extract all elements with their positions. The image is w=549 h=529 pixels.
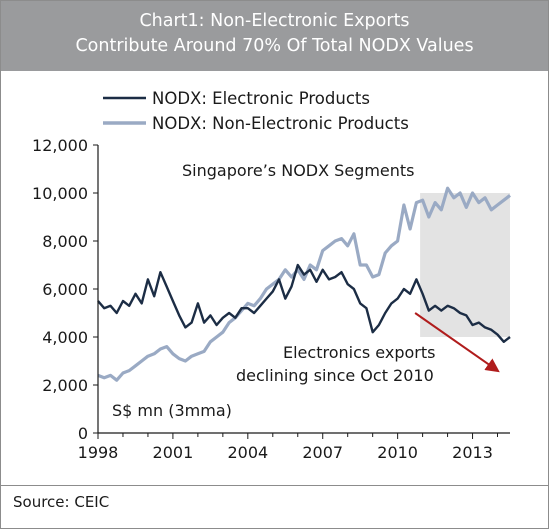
series-line-non-electronic	[97, 186, 511, 382]
series-layer	[97, 186, 511, 382]
axes-layer: 0 2,000 4,000 6,000 8,000 10,000 12,000 1998 200…	[32, 136, 510, 462]
x-tick-label: 1998	[78, 443, 119, 462]
x-tick-label: 2001	[153, 443, 194, 462]
y-tick-label: 0	[78, 424, 88, 443]
source-note: Source: CEIC	[13, 493, 110, 511]
footer-divider	[1, 485, 548, 486]
y-tick-label: 10,000	[32, 184, 88, 203]
unit-label: S$ mn (3mma)	[112, 401, 232, 420]
y-tick-label: 4,000	[42, 328, 88, 347]
y-tick-label: 12,000	[32, 136, 88, 155]
arrow-annotation-line-1: Electronics exports	[283, 343, 435, 362]
y-tick-label: 2,000	[42, 376, 88, 395]
y-tick-label: 8,000	[42, 232, 88, 251]
x-tick-label: 2010	[377, 443, 418, 462]
y-tick-label: 6,000	[42, 280, 88, 299]
arrow-annotation-line-2: declining since Oct 2010	[236, 366, 434, 385]
shaded-region-rect	[420, 193, 510, 337]
legend: NODX: Electronic Products NODX: Non-Elect…	[103, 89, 409, 133]
declining-arrow	[414, 312, 500, 373]
inner-chart-title: Singapore’s NODX Segments	[182, 161, 415, 180]
x-tick-label: 2013	[452, 443, 493, 462]
legend-label-electronic: NODX: Electronic Products	[152, 89, 370, 108]
legend-label-non-electronic: NODX: Non-Electronic Products	[152, 114, 409, 133]
shaded-forecast-region	[420, 193, 510, 337]
x-tick-label: 2007	[302, 443, 343, 462]
x-tick-label: 2004	[227, 443, 268, 462]
series-line-electronic	[97, 263, 511, 343]
chart-title-line-2: Contribute Around 70% Of Total NODX Valu…	[75, 36, 474, 56]
chart-title-banner: Chart1: Non-Electronic Exports Contribut…	[1, 1, 548, 71]
chart-title-line-1: Chart1: Non-Electronic Exports	[139, 11, 410, 31]
